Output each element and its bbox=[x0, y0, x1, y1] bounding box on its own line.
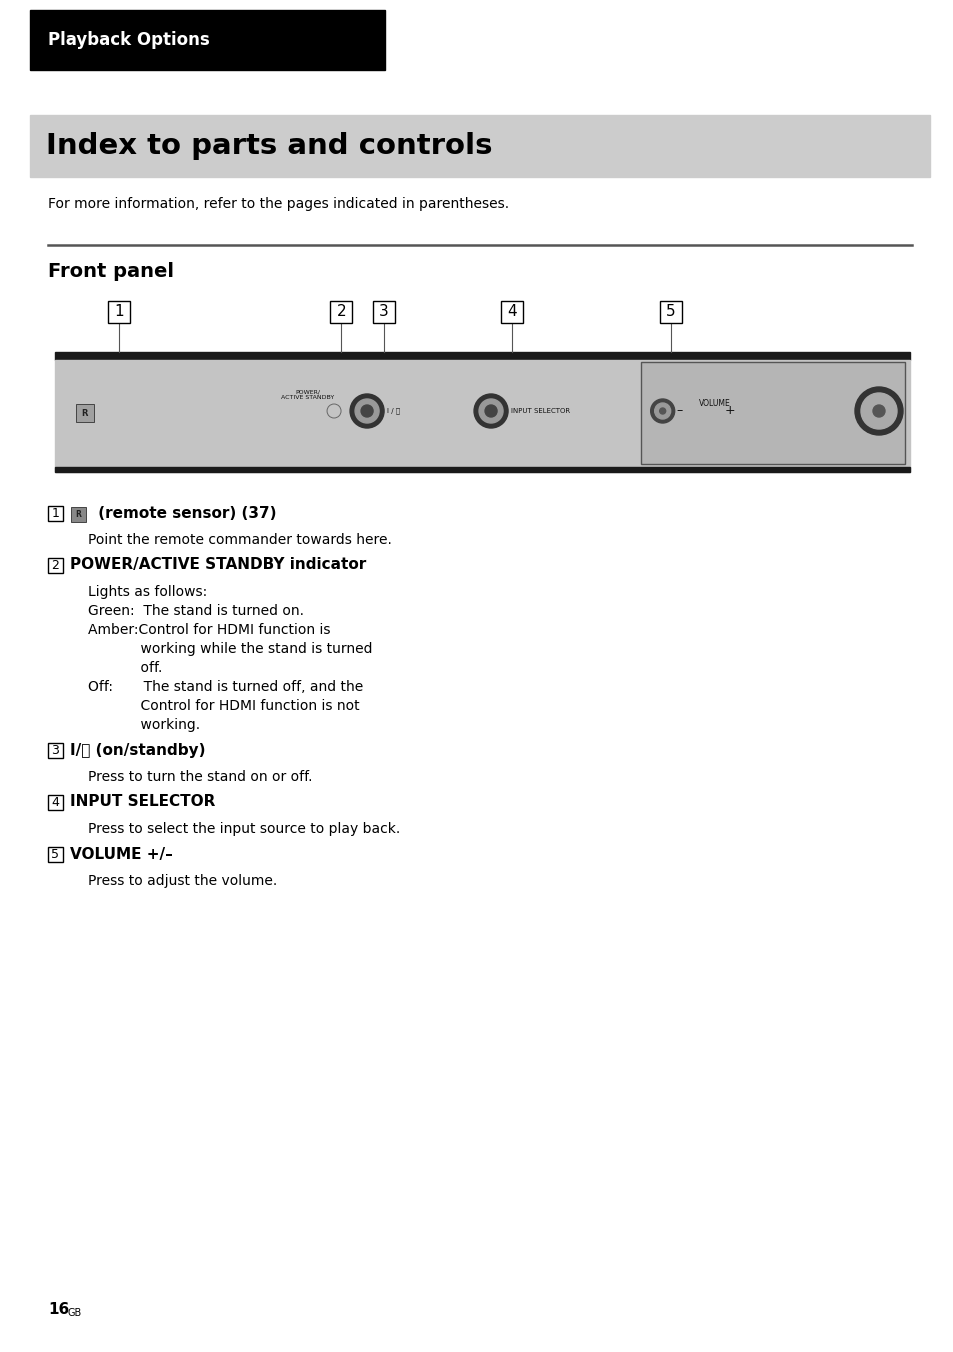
Text: 1: 1 bbox=[114, 304, 124, 319]
Text: 3: 3 bbox=[51, 744, 59, 757]
FancyBboxPatch shape bbox=[373, 301, 395, 323]
Text: POWER/ACTIVE STANDBY indicator: POWER/ACTIVE STANDBY indicator bbox=[70, 557, 366, 572]
Bar bbox=[30, 9, 385, 70]
Bar bbox=[30, 115, 929, 177]
Text: VOLUME +/–: VOLUME +/– bbox=[70, 846, 172, 861]
Circle shape bbox=[861, 393, 896, 429]
Text: 5: 5 bbox=[665, 304, 675, 319]
Text: Lights as follows:: Lights as follows: bbox=[88, 585, 207, 599]
Circle shape bbox=[478, 399, 502, 423]
Circle shape bbox=[650, 399, 674, 423]
Circle shape bbox=[350, 393, 384, 429]
Circle shape bbox=[654, 403, 670, 419]
Text: (remote sensor) (37): (remote sensor) (37) bbox=[92, 506, 276, 521]
Text: Control for HDMI function is not: Control for HDMI function is not bbox=[88, 699, 359, 713]
Bar bbox=[55, 352, 909, 360]
Text: R: R bbox=[75, 510, 81, 519]
Text: 5: 5 bbox=[51, 848, 59, 861]
Text: 16: 16 bbox=[48, 1302, 70, 1317]
Bar bbox=[76, 404, 94, 422]
Circle shape bbox=[854, 387, 902, 435]
Text: R: R bbox=[82, 408, 89, 418]
Text: Press to select the input source to play back.: Press to select the input source to play… bbox=[88, 822, 400, 836]
Text: 2: 2 bbox=[336, 304, 346, 319]
Text: For more information, refer to the pages indicated in parentheses.: For more information, refer to the pages… bbox=[48, 197, 509, 211]
Text: –: – bbox=[676, 404, 682, 418]
Text: 1: 1 bbox=[51, 507, 59, 521]
Text: off.: off. bbox=[88, 661, 162, 675]
Text: 4: 4 bbox=[51, 796, 59, 808]
Bar bbox=[640, 362, 904, 464]
Text: ACTIVE STANDBY: ACTIVE STANDBY bbox=[281, 395, 335, 400]
Text: I/⏻ (on/standby): I/⏻ (on/standby) bbox=[70, 742, 205, 757]
FancyBboxPatch shape bbox=[330, 301, 352, 323]
Text: Front panel: Front panel bbox=[48, 262, 173, 281]
FancyBboxPatch shape bbox=[659, 301, 680, 323]
Circle shape bbox=[360, 406, 373, 416]
Text: 3: 3 bbox=[379, 304, 389, 319]
Text: working while the stand is turned: working while the stand is turned bbox=[88, 642, 372, 656]
Text: POWER/: POWER/ bbox=[295, 389, 320, 395]
Text: Green:  The stand is turned on.: Green: The stand is turned on. bbox=[88, 604, 304, 618]
Text: Amber:Control for HDMI function is: Amber:Control for HDMI function is bbox=[88, 623, 330, 637]
Text: I / ⏻: I / ⏻ bbox=[387, 408, 399, 414]
Circle shape bbox=[659, 408, 665, 414]
Text: Press to turn the stand on or off.: Press to turn the stand on or off. bbox=[88, 771, 313, 784]
Text: working.: working. bbox=[88, 718, 200, 731]
Text: Press to adjust the volume.: Press to adjust the volume. bbox=[88, 873, 277, 888]
FancyBboxPatch shape bbox=[48, 744, 63, 758]
Text: 2: 2 bbox=[51, 558, 59, 572]
FancyBboxPatch shape bbox=[108, 301, 130, 323]
Circle shape bbox=[484, 406, 497, 416]
Text: Off:       The stand is turned off, and the: Off: The stand is turned off, and the bbox=[88, 680, 363, 694]
Text: +: + bbox=[724, 404, 735, 418]
Circle shape bbox=[355, 399, 378, 423]
Text: 4: 4 bbox=[507, 304, 517, 319]
FancyBboxPatch shape bbox=[48, 846, 63, 863]
Text: Playback Options: Playback Options bbox=[48, 31, 210, 49]
Bar bbox=[55, 360, 909, 472]
Text: Point the remote commander towards here.: Point the remote commander towards here. bbox=[88, 533, 392, 548]
FancyBboxPatch shape bbox=[48, 558, 63, 573]
Text: INPUT SELECTOR: INPUT SELECTOR bbox=[511, 408, 570, 414]
Circle shape bbox=[872, 406, 884, 416]
Text: GB: GB bbox=[68, 1307, 82, 1318]
FancyBboxPatch shape bbox=[48, 795, 63, 810]
Circle shape bbox=[474, 393, 508, 429]
Text: VOLUME: VOLUME bbox=[698, 399, 730, 408]
Bar bbox=[55, 466, 909, 472]
Text: Index to parts and controls: Index to parts and controls bbox=[46, 132, 492, 160]
FancyBboxPatch shape bbox=[48, 506, 63, 521]
Bar bbox=[71, 507, 86, 522]
FancyBboxPatch shape bbox=[501, 301, 523, 323]
Text: INPUT SELECTOR: INPUT SELECTOR bbox=[70, 795, 215, 810]
